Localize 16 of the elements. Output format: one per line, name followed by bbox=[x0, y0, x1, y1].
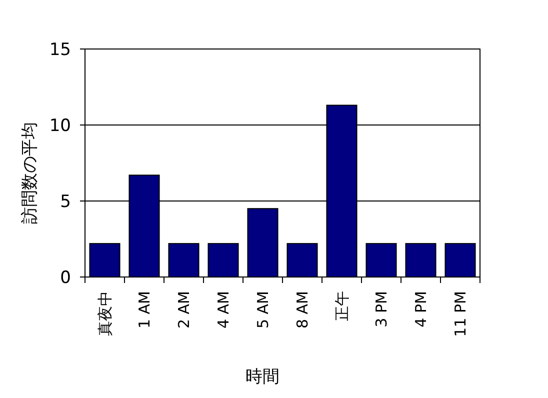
y-tick-label: 5 bbox=[60, 192, 71, 212]
x-tick-label: 3 PM bbox=[372, 291, 390, 328]
y-tick-label: 0 bbox=[60, 268, 71, 288]
x-tick-label: 真夜中 bbox=[96, 291, 114, 336]
x-tick-label: 2 AM bbox=[174, 291, 193, 329]
x-tick-label: 4 AM bbox=[214, 291, 232, 329]
x-tick-label: 5 AM bbox=[254, 291, 272, 329]
x-tick-label: 正午 bbox=[332, 291, 351, 321]
x-axis-title: 時間 bbox=[246, 367, 280, 387]
x-tick-label: 1 AM bbox=[135, 291, 154, 329]
y-tick-label: 15 bbox=[49, 40, 71, 60]
y-tick-label: 10 bbox=[49, 116, 71, 136]
x-tick-label: 8 AM bbox=[293, 291, 312, 329]
x-tick-label: 4 PM bbox=[412, 291, 430, 328]
y-axis-title: 訪問数の平均 bbox=[20, 122, 40, 224]
x-tick-label: 11 PM bbox=[451, 291, 470, 337]
